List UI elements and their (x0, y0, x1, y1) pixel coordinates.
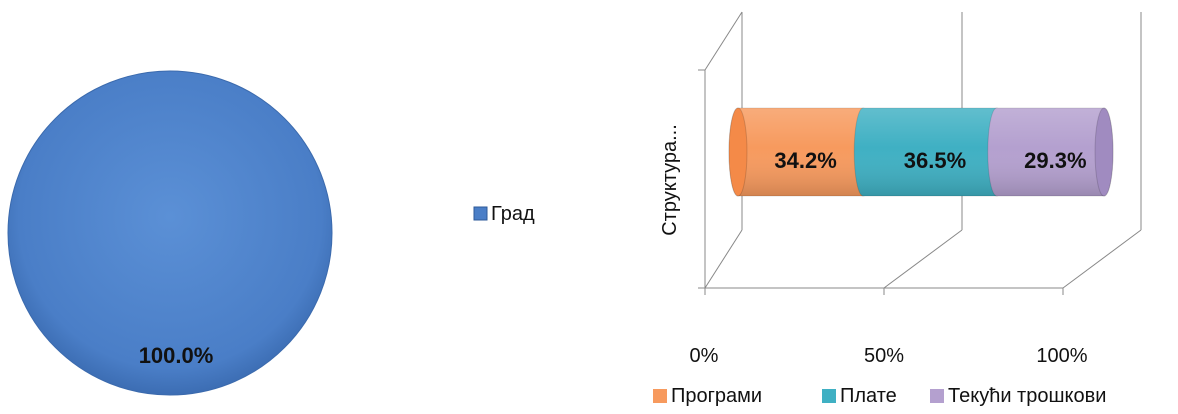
bar-segment-shade-0 (729, 108, 873, 196)
bar-segment-shade-2 (987, 108, 1113, 196)
bar-segment-shade-1 (854, 108, 1006, 196)
category-label: Структура... (659, 124, 681, 236)
pie-data-label-0: 100.0% (139, 343, 214, 368)
bar-series: 34.2% 36.5% 29.3% (728, 107, 1114, 197)
grid-line (1062, 229, 1142, 289)
pie-legend: Град (473, 203, 535, 225)
bar-data-label-1: 36.5% (904, 148, 966, 173)
pie-slice-0 (7, 70, 333, 396)
grid-line (704, 11, 743, 71)
x-tick-label-100: 100% (1036, 345, 1087, 367)
bar-legend: Програми Плате Текући трошкови (653, 385, 1106, 407)
bar-chart-frame (698, 11, 1142, 295)
x-tick-label-50: 50% (864, 345, 904, 367)
legend-label-programi: Програми (671, 385, 762, 407)
bar-end-cap-left (728, 107, 748, 197)
bar-data-label-0: 34.2% (774, 148, 836, 173)
grid-line (704, 229, 743, 289)
legend-swatch-tekuci-troskovi (930, 389, 944, 403)
bar-end-cap-right (1094, 107, 1114, 197)
legend-label-plate: Плате (840, 385, 897, 407)
grid-line (883, 229, 963, 289)
x-tick-label-0: 0% (690, 345, 719, 367)
legend-label-grad: Град (491, 203, 535, 225)
legend-label-tekuci-troskovi: Текући трошкови (948, 385, 1106, 407)
bar-data-label-2: 29.3% (1024, 148, 1086, 173)
legend-swatch-grad (473, 206, 488, 221)
legend-swatch-programi (653, 389, 667, 403)
pie-chart: 100.0% (7, 70, 333, 396)
legend-swatch-plate (822, 389, 836, 403)
